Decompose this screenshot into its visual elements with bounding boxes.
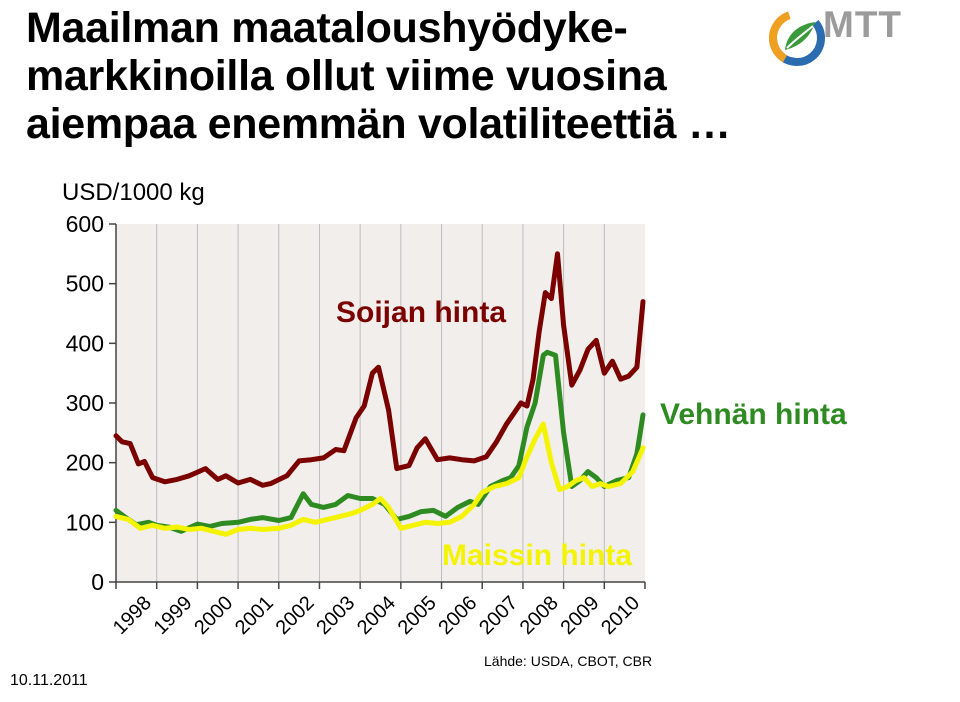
logo-text: MTT [823, 4, 903, 45]
y-axis-label: USD/1000 kg [62, 179, 205, 206]
source-note: Lähde: USDA, CBOT, CBR [484, 653, 653, 669]
grid-lines [156, 224, 605, 582]
wheat-price-line [113, 349, 646, 534]
y-tick-label: 400 [66, 330, 104, 356]
x-tick-label: 1998 [109, 592, 156, 639]
y-tick-label: 600 [66, 211, 104, 237]
slide-title: Maailman maataloushyödyke-markkinoilla o… [26, 4, 731, 148]
x-tick-label: 2007 [475, 592, 522, 639]
x-tick-label: 2008 [516, 592, 563, 639]
x-tick-label: 2001 [231, 592, 278, 639]
maize-price-line [113, 421, 646, 537]
annotation-wheat: Vehnän hinta [660, 398, 847, 431]
soy-price-line [113, 251, 646, 488]
mtt-logo: MTT [765, 2, 925, 72]
series-lines [113, 251, 646, 537]
y-tick-label: 300 [66, 390, 104, 416]
y-tick-label: 500 [66, 271, 104, 297]
x-tick-label: 2003 [312, 592, 359, 639]
x-tick-label: 2009 [556, 592, 603, 639]
x-tick-label: 2004 [353, 592, 400, 639]
plot-background [116, 224, 645, 582]
x-tick-label: 2005 [394, 592, 441, 639]
mtt-logo-icon [769, 10, 825, 66]
x-tick-label: 2010 [597, 592, 644, 639]
x-tick-label: 2000 [190, 592, 237, 639]
annotation-maize: Maissin hinta [442, 539, 632, 572]
y-tick-label: 200 [66, 450, 104, 476]
x-tick-label: 2002 [272, 592, 319, 639]
annotation-soy: Soijan hinta [336, 296, 506, 329]
y-tick-label: 0 [91, 569, 104, 595]
x-tick-label: 2006 [434, 592, 481, 639]
x-tick-label: 1999 [150, 592, 197, 639]
slide-date: 10.11.2011 [10, 672, 88, 689]
y-tick-label: 100 [66, 509, 104, 535]
